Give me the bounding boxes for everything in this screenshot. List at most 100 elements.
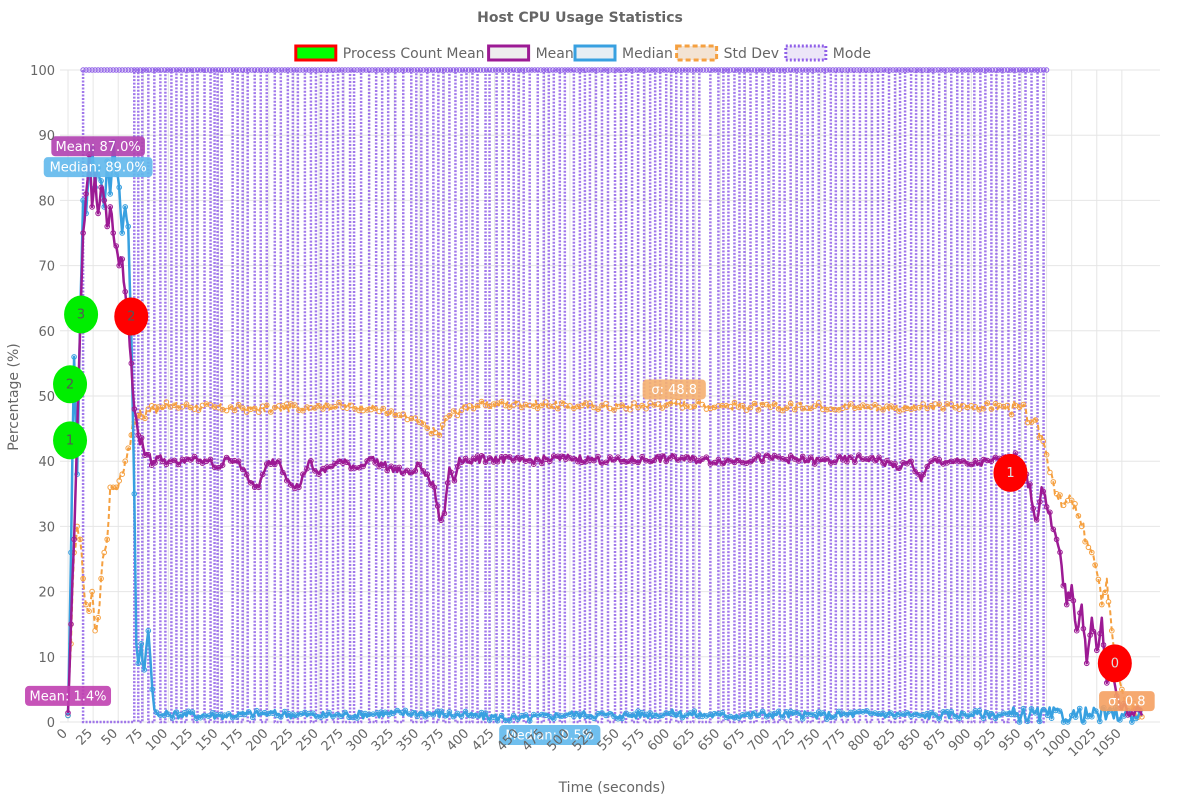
median-point — [607, 710, 613, 717]
std-dev-point — [1040, 438, 1046, 445]
x-tick-label: 300 — [344, 726, 372, 754]
std-dev-point — [747, 404, 754, 411]
mean-point — [936, 456, 943, 463]
mean-point — [227, 458, 234, 464]
mean-point — [555, 453, 561, 460]
std-dev-point — [239, 405, 246, 411]
median-point — [229, 714, 236, 721]
median-point — [1024, 718, 1031, 725]
x-tick-label: 875 — [921, 726, 949, 754]
std-dev-point — [518, 404, 525, 411]
mean-point — [175, 461, 182, 468]
mean-point — [183, 456, 190, 463]
y-tick-label: 100 — [30, 64, 55, 79]
process-count-marker — [1097, 644, 1132, 683]
mode-point — [592, 67, 598, 73]
mean-point — [416, 461, 423, 468]
std-dev-point — [1047, 469, 1053, 476]
mode-point — [763, 67, 770, 73]
std-dev-point — [113, 484, 119, 491]
median-point — [1008, 711, 1015, 718]
mode-point — [224, 67, 231, 73]
mean-point — [444, 480, 451, 486]
std-dev-point — [344, 405, 350, 412]
median-point — [470, 713, 477, 719]
mode-point — [465, 67, 472, 73]
mean-point — [836, 453, 842, 460]
mode-point — [303, 67, 309, 73]
std-dev-point — [956, 406, 963, 413]
mean-point — [816, 456, 822, 463]
std-dev-point — [119, 471, 125, 478]
mode-point — [586, 67, 592, 73]
std-dev-point — [1099, 601, 1105, 608]
std-dev-point — [972, 404, 979, 410]
mode-point — [327, 67, 333, 73]
std-dev-point — [864, 403, 870, 410]
mode-point — [188, 67, 195, 73]
mode-point — [1013, 67, 1020, 73]
median-point — [225, 711, 232, 717]
mean-point — [384, 467, 391, 474]
median-point — [936, 715, 943, 722]
mean-point — [795, 458, 802, 464]
mean-point — [328, 463, 334, 470]
std-dev-point — [104, 536, 110, 543]
mean-point — [526, 457, 533, 464]
mean-point — [145, 451, 152, 458]
process-count-label: 3 — [77, 308, 85, 323]
std-dev-point — [1050, 479, 1057, 485]
mode-point — [610, 67, 616, 73]
std-dev-point — [155, 404, 162, 410]
std-dev-point — [466, 403, 473, 409]
std-dev-point — [432, 429, 439, 436]
legend: Process Count Mean Mean Median Std Dev Mode — [294, 44, 871, 62]
std-dev-point — [1068, 497, 1075, 504]
mean-point — [424, 471, 431, 478]
mode-point — [818, 67, 824, 73]
std-dev-point — [1004, 402, 1011, 409]
median-point — [1048, 715, 1055, 722]
mode-point — [968, 67, 975, 73]
mean-point — [607, 454, 613, 460]
mode-point — [821, 67, 827, 73]
mode-point — [83, 67, 89, 73]
mean-point — [239, 466, 246, 473]
mode-point — [815, 67, 821, 73]
median-point — [904, 710, 910, 716]
mean-point — [803, 457, 810, 464]
mean-point — [587, 457, 593, 463]
mode-point — [974, 67, 981, 73]
annotation-box — [25, 685, 112, 706]
mode-point — [122, 67, 128, 73]
mode-point — [748, 67, 755, 73]
median-point — [510, 712, 517, 719]
median-point — [988, 710, 995, 717]
mode-point — [875, 67, 881, 73]
std-dev-point — [731, 399, 738, 406]
std-dev-point — [763, 401, 770, 408]
std-dev-point — [639, 402, 645, 409]
process-count-label: 2 — [127, 309, 135, 324]
mean-point — [288, 482, 294, 488]
mean-point — [98, 184, 104, 191]
std-dev-point — [1072, 501, 1078, 507]
median-point — [976, 707, 983, 714]
x-tick-label: 25 — [74, 726, 96, 748]
mode-point — [161, 67, 168, 73]
legend-item: Mean — [487, 44, 574, 62]
mean-point — [344, 459, 350, 466]
mode-point — [116, 67, 122, 73]
mode-point — [959, 67, 965, 73]
median-point — [675, 711, 682, 717]
mode-point — [375, 67, 381, 73]
std-dev-point — [1105, 599, 1112, 605]
mode-point — [173, 67, 180, 73]
mean-point — [1030, 505, 1036, 512]
mean-point — [1097, 630, 1103, 637]
annotation-box — [1099, 691, 1155, 712]
median-point — [671, 711, 678, 718]
mode-point — [664, 67, 670, 73]
legend-label: Std Dev — [724, 46, 779, 62]
mode-point — [793, 67, 800, 73]
